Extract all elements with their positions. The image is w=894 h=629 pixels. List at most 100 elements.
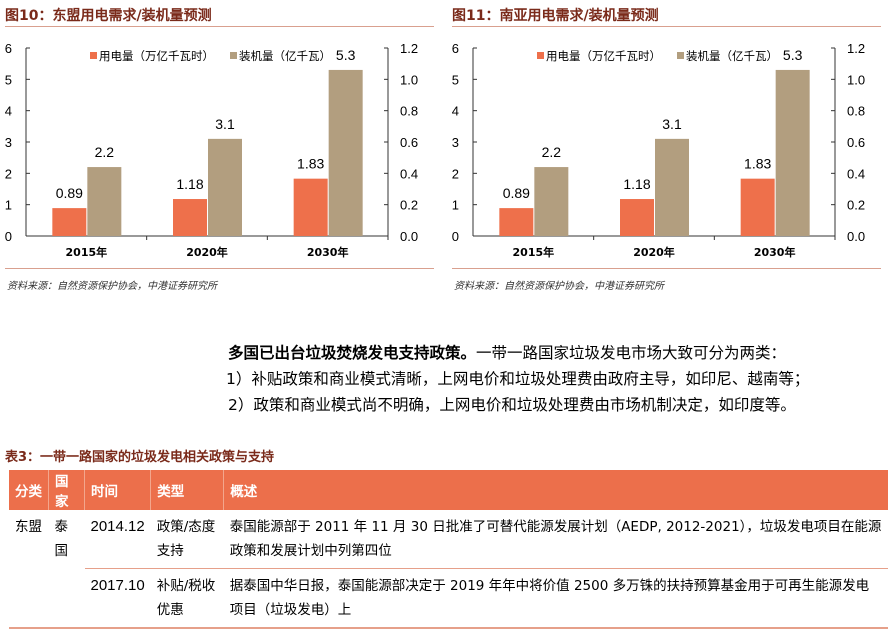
cell-type: 政策/态度支持 [156, 519, 216, 559]
data-label: 2.2 [95, 144, 115, 160]
table-row: 东盟 泰国 2014.12 政策/态度支持 泰国能源部于 2011 年 11 月… [9, 510, 888, 569]
divider [452, 268, 881, 269]
legend-swatch [537, 52, 544, 59]
paragraph-line: 1）补贴政策和商业模式清晰，上网电价和垃圾处理费由政府主导，如印尼、越南等； [226, 370, 810, 388]
legend-swatch [230, 52, 237, 59]
paragraph-line: 2）政策和商业模式尚不明确，上网电价和垃圾处理费由市场机制决定，如印度等。 [228, 396, 796, 414]
header-cell: 时间 [83, 470, 151, 510]
paragraph-text: 一带一路国家垃圾发电市场大致可分为两类： [476, 344, 787, 362]
bar-capacity [328, 69, 363, 236]
y2-tick-label: 0.8 [847, 104, 865, 119]
cell-time: 2014.12 [90, 518, 145, 535]
bar-capacity [87, 167, 122, 236]
y-tick-label: 5 [452, 72, 459, 87]
cell-category: 东盟 [15, 519, 42, 535]
figure-10: 图10：东盟用电需求/装机量预测 0 0.0 1 0.2 2 0.4 3 0.6 4 0.8 5 1.… [0, 0, 434, 300]
cell-type: 补贴/税收优惠 [150, 568, 224, 628]
y-tick-label: 0 [5, 229, 12, 244]
bar-consumption [620, 199, 654, 236]
divider [5, 26, 434, 27]
bar-consumption [499, 208, 534, 236]
data-label: 0.89 [503, 185, 530, 201]
bar-consumption [173, 199, 207, 236]
data-label: 0.89 [56, 185, 83, 201]
data-label: 1.18 [176, 176, 203, 192]
bar-capacity [655, 138, 689, 236]
bar-capacity [534, 167, 569, 236]
divider [452, 26, 881, 27]
chart-south-asia: 0 0.0 1 0.2 2 0.4 3 0.6 4 0.8 5 1.0 6 1.2 2015年 0.89 2.2… [452, 41, 865, 259]
bar-capacity [208, 138, 242, 236]
policy-table: 分类 国家 时间 类型 概述 东盟 泰国 2014.12 政策/态度支持 泰国能… [9, 470, 888, 629]
y2-tick-label: 0.0 [847, 229, 865, 244]
data-label: 1.83 [297, 156, 324, 172]
legend-label: 装机量（亿千瓦） [686, 49, 778, 63]
x-tick-label: 2020年 [633, 245, 675, 259]
y-tick-label: 2 [452, 166, 459, 181]
figure-source: 资料来源：自然资源保护协会，中港证券研究所 [454, 281, 664, 292]
y2-tick-label: 0.2 [400, 198, 418, 213]
legend-swatch [677, 52, 684, 59]
figure-11: 图11：南亚用电需求/装机量预测 0 0.0 1 0.2 2 0.4 3 0.6 4 0.8 5 1.… [447, 0, 881, 300]
legend-label: 用电量（万亿千瓦时） [99, 49, 214, 63]
y2-tick-label: 0.8 [400, 104, 418, 119]
y2-tick-label: 0.4 [400, 166, 418, 181]
data-label: 1.18 [623, 176, 650, 192]
header-cell: 类型 [150, 470, 224, 510]
table-title: 表3：一带一路国家的垃圾发电相关政策与支持 [5, 450, 275, 465]
y2-tick-label: 1.0 [847, 72, 865, 87]
y2-tick-label: 1.2 [400, 41, 418, 56]
y-tick-label: 0 [452, 229, 459, 244]
y-tick-label: 4 [452, 104, 459, 119]
x-tick-label: 2015年 [66, 245, 108, 259]
paragraph-lead: 多国已出台垃圾焚烧发电支持政策。 [228, 344, 477, 362]
cell-country: 泰国 [54, 519, 69, 559]
figure-source: 资料来源：自然资源保护协会，中港证券研究所 [7, 281, 217, 292]
legend-label: 装机量（亿千瓦） [239, 49, 331, 63]
header-cell: 概述 [223, 470, 888, 510]
header-cell: 国家 [48, 470, 85, 510]
header-cell: 分类 [9, 470, 49, 510]
data-label: 1.83 [744, 156, 771, 172]
figure-title: 图11：南亚用电需求/装机量预测 [452, 8, 659, 24]
table-row: 2017.10 补贴/税收优惠 据泰国中华日报，泰国能源部决定于 2019 年年… [9, 568, 888, 628]
bar-consumption [52, 208, 87, 236]
y2-tick-label: 1.0 [400, 72, 418, 87]
y2-tick-label: 1.2 [847, 41, 865, 56]
data-label: 5.3 [783, 47, 803, 63]
figure-title: 图10：东盟用电需求/装机量预测 [5, 8, 212, 24]
y-tick-label: 1 [5, 198, 12, 213]
bar-capacity [775, 69, 810, 236]
cell-time: 2017.10 [84, 568, 151, 628]
legend-swatch [90, 52, 97, 59]
cell-desc: 据泰国中华日报，泰国能源部决定于 2019 年年中将价值 2500 多万铢的扶持… [223, 568, 888, 628]
data-label: 3.1 [662, 116, 682, 132]
y2-tick-label: 0.6 [400, 135, 418, 150]
y2-tick-label: 0.4 [847, 166, 865, 181]
bar-consumption [740, 178, 775, 236]
x-tick-label: 2030年 [754, 245, 796, 259]
y2-tick-label: 0.2 [847, 198, 865, 213]
data-label: 2.2 [542, 144, 562, 160]
bar-consumption [293, 178, 328, 236]
x-tick-label: 2020年 [186, 245, 228, 259]
y2-tick-label: 0.6 [847, 135, 865, 150]
y2-tick-label: 0.0 [400, 229, 418, 244]
chart-asean: 0 0.0 1 0.2 2 0.4 3 0.6 4 0.8 5 1.0 6 1.2 2015年 0.89 2.2… [5, 41, 418, 259]
x-tick-label: 2030年 [307, 245, 349, 259]
data-label: 5.3 [336, 47, 356, 63]
legend-label: 用电量（万亿千瓦时） [546, 49, 661, 63]
table-header: 分类 国家 时间 类型 概述 [9, 470, 888, 510]
y-tick-label: 4 [5, 104, 12, 119]
y-tick-label: 5 [5, 72, 12, 87]
y-tick-label: 1 [452, 198, 459, 213]
y-tick-label: 6 [452, 41, 459, 56]
y-tick-label: 3 [452, 135, 459, 150]
body-paragraph: 多国已出台垃圾焚烧发电支持政策。一带一路国家垃圾发电市场大致可分为两类： 1）补… [226, 340, 888, 418]
divider [5, 268, 434, 269]
y-tick-label: 2 [5, 166, 12, 181]
y-tick-label: 3 [5, 135, 12, 150]
y-tick-label: 6 [5, 41, 12, 56]
x-tick-label: 2015年 [513, 245, 555, 259]
data-label: 3.1 [215, 116, 235, 132]
